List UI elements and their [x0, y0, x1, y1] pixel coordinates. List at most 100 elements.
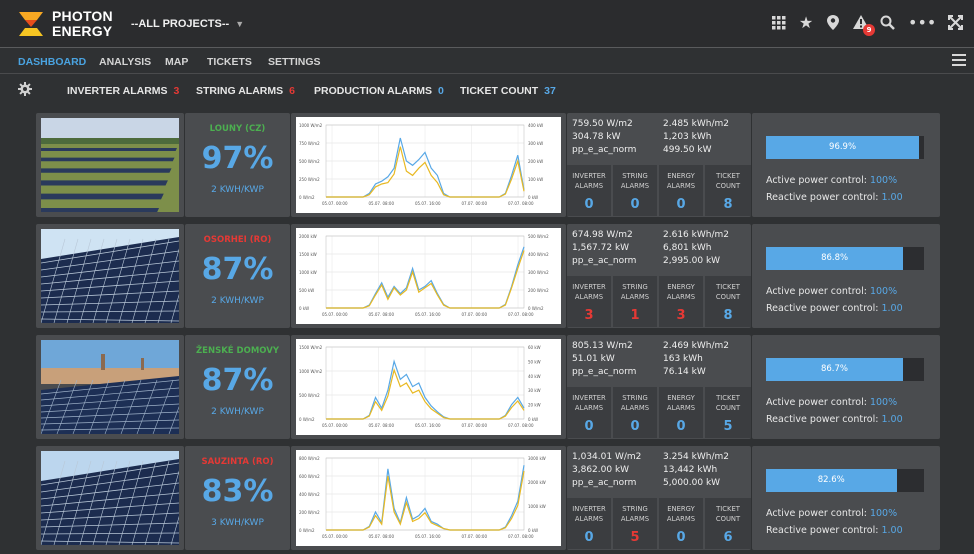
irradiance-value: 1,034.01 W/m2: [572, 452, 642, 462]
availability-bar: 82.6%: [766, 469, 924, 492]
y-tick-label: 1500 kW: [299, 252, 317, 257]
map-pin-icon[interactable]: [822, 12, 844, 34]
x-tick-label: 05.07. 16:00: [415, 312, 441, 317]
star-icon[interactable]: ★: [798, 13, 814, 32]
inverter-alarms-box[interactable]: INVERTER ALARMS 0: [567, 498, 611, 549]
project-photo[interactable]: [36, 446, 184, 550]
more-icon[interactable]: •••: [908, 13, 937, 32]
energy-alarms-box[interactable]: ENERGY ALARMS 3: [659, 276, 703, 327]
project-photo[interactable]: [36, 335, 184, 439]
ticket-count-box[interactable]: TICKET COUNT 8: [705, 165, 751, 216]
production-chart-svg: 800 W/m2 600 W/m2 400 W/m2 200 W/m2 0 W/m2 30…: [296, 450, 561, 546]
x-tick-label: 05.07. 08:00: [369, 534, 395, 539]
string-alarms-count: 5: [630, 530, 640, 545]
energy-alarms-count: 3: [676, 308, 686, 323]
project-name[interactable]: SAUZINTA (RO): [201, 457, 274, 467]
project-name[interactable]: ŽENSKÉ DOMOVY: [195, 346, 280, 356]
warning-icon[interactable]: 9: [850, 12, 875, 36]
photon-energy-logo[interactable]: [17, 10, 45, 38]
string-alarms-box[interactable]: STRING ALARMS 5: [613, 498, 657, 549]
project-row[interactable]: SAUZINTA (RO) 83% 3 KWH/KWP 800 W/m2 600 …: [36, 446, 940, 550]
nav-settings[interactable]: SETTINGS: [268, 56, 321, 68]
project-photo[interactable]: [36, 113, 184, 217]
y2-tick-label: 2000 kW: [528, 480, 546, 485]
production-chart[interactable]: 1500 W/m2 1000 W/m2 500 W/m2 0 W/m2 60 kW 50 …: [291, 335, 566, 439]
y2-tick-label: 50 kW: [528, 359, 541, 364]
y-tick-label: 0 W/m2: [299, 528, 315, 533]
ticket-count-box[interactable]: TICKET COUNT 6: [705, 498, 751, 549]
alarm-summary: INVERTER ALARMS 3 STRING ALARMS 6 PRODUCTI…: [0, 78, 974, 104]
alarm-box-label: INVERTER ALARMS: [572, 394, 606, 412]
energy-alarms-box[interactable]: ENERGY ALARMS 0: [659, 387, 703, 438]
production-alarms-summary[interactable]: PRODUCTION ALARMS 0: [314, 85, 444, 97]
fullscreen-icon[interactable]: [944, 12, 966, 34]
main-nav: DASHBOARD ANALYSIS MAP TICKETS SETTINGS: [0, 48, 974, 74]
solar-plant-photo: [41, 118, 179, 212]
search-icon[interactable]: [876, 12, 898, 34]
ticket-count-box[interactable]: TICKET COUNT 5: [705, 387, 751, 438]
specific-yield: 2 KWH/KWP: [211, 296, 264, 306]
inverter-alarms-count: 0: [584, 530, 594, 545]
specific-energy-value: 2.485 kWh/m2: [663, 119, 729, 129]
project-kpi[interactable]: OSORHEI (RO) 87% 2 KWH/KWP: [185, 224, 290, 328]
y-tick-label: 500 kW: [299, 288, 314, 293]
project-stats: 805.13 W/m2 51.01 kW pp_e_ac_norm 2.469 …: [567, 335, 751, 439]
ticket-count-box[interactable]: TICKET COUNT 8: [705, 276, 751, 327]
power-value: 1,567.72 kW: [572, 243, 630, 253]
active-power-control: Active power control: 100%: [766, 397, 898, 408]
energy-alarms-box[interactable]: ENERGY ALARMS 0: [659, 498, 703, 549]
project-kpi[interactable]: SAUZINTA (RO) 83% 3 KWH/KWP: [185, 446, 290, 550]
norm-label: pp_e_ac_norm: [572, 145, 637, 155]
project-name[interactable]: OSORHEI (RO): [203, 235, 272, 245]
inverter-alarms-summary[interactable]: INVERTER ALARMS 3: [67, 85, 180, 97]
nav-analysis[interactable]: ANALYSIS: [99, 56, 152, 68]
nav-map[interactable]: MAP: [165, 56, 189, 68]
ticket-count: 5: [723, 419, 733, 434]
y2-tick-label: 0 kW: [528, 417, 538, 422]
string-alarms-box[interactable]: STRING ALARMS 0: [613, 387, 657, 438]
x-tick-label: 07.07. 00:00: [462, 312, 488, 317]
y-tick-label: 1500 W/m2: [299, 345, 323, 350]
grid-icon[interactable]: [768, 12, 790, 34]
project-row[interactable]: ŽENSKÉ DOMOVY 87% 2 KWH/KWP 1500 W/m2 100…: [36, 335, 940, 439]
availability-bar-fill: 82.6%: [766, 469, 897, 492]
performance-ratio: 97%: [201, 141, 274, 176]
y2-tick-label: 300 W/m2: [528, 270, 549, 275]
norm-label: pp_e_ac_norm: [572, 256, 637, 266]
gear-icon[interactable]: [18, 82, 32, 96]
ticket-count-summary[interactable]: TICKET COUNT 37: [460, 85, 556, 97]
x-tick-label: 07.07. 08:00: [508, 201, 534, 206]
production-chart[interactable]: 1000 W/m2 750 W/m2 500 W/m2 250 W/m2 0 W/m2 4…: [291, 113, 566, 217]
inverter-alarms-box[interactable]: INVERTER ALARMS 3: [567, 276, 611, 327]
y2-tick-label: 30 kW: [528, 388, 541, 393]
string-alarms-box[interactable]: STRING ALARMS 1: [613, 276, 657, 327]
project-photo[interactable]: [36, 224, 184, 328]
active-power-control: Active power control: 100%: [766, 175, 898, 186]
reactive-power-control: Reactive power control: 1.00: [766, 192, 903, 203]
y-tick-label: 1000 W/m2: [299, 123, 323, 128]
reactive-power-control: Reactive power control: 1.00: [766, 525, 903, 536]
production-chart[interactable]: 800 W/m2 600 W/m2 400 W/m2 200 W/m2 0 W/m2 30…: [291, 446, 566, 550]
y2-tick-label: 3000 kW: [528, 456, 546, 461]
string-alarms-summary[interactable]: STRING ALARMS 6: [196, 85, 295, 97]
project-row[interactable]: OSORHEI (RO) 87% 2 KWH/KWP 2000 kW 1500 k…: [36, 224, 940, 328]
project-row[interactable]: LOUNY (CZ) 97% 2 KWH/KWP 1000 W/m2 750 W/…: [36, 113, 940, 217]
production-chart[interactable]: 2000 kW 1500 kW 1000 kW 500 kW 0 kW 500 W/m2 4…: [291, 224, 566, 328]
inverter-alarms-box[interactable]: INVERTER ALARMS 0: [567, 165, 611, 216]
energy-alarms-box[interactable]: ENERGY ALARMS 0: [659, 165, 703, 216]
nav-dashboard[interactable]: DASHBOARD: [18, 56, 87, 68]
irradiance-value: 805.13 W/m2: [572, 341, 633, 351]
project-kpi[interactable]: ŽENSKÉ DOMOVY 87% 2 KWH/KWP: [185, 335, 290, 439]
availability-value: 96.9%: [829, 142, 857, 152]
y2-tick-label: 400 W/m2: [528, 252, 549, 257]
project-selector[interactable]: --ALL PROJECTS-- ▼: [131, 18, 245, 30]
plot-frame: [325, 346, 525, 420]
project-name[interactable]: LOUNY (CZ): [209, 124, 266, 134]
inverter-alarms-count: 3: [584, 308, 594, 323]
project-kpi[interactable]: LOUNY (CZ) 97% 2 KWH/KWP: [185, 113, 290, 217]
hamburger-menu-icon[interactable]: [952, 53, 966, 67]
inverter-alarms-box[interactable]: INVERTER ALARMS 0: [567, 387, 611, 438]
production-chart-svg: 2000 kW 1500 kW 1000 kW 500 kW 0 kW 500 W/m2 4…: [296, 228, 561, 324]
nav-tickets[interactable]: TICKETS: [207, 56, 252, 68]
string-alarms-box[interactable]: STRING ALARMS 0: [613, 165, 657, 216]
